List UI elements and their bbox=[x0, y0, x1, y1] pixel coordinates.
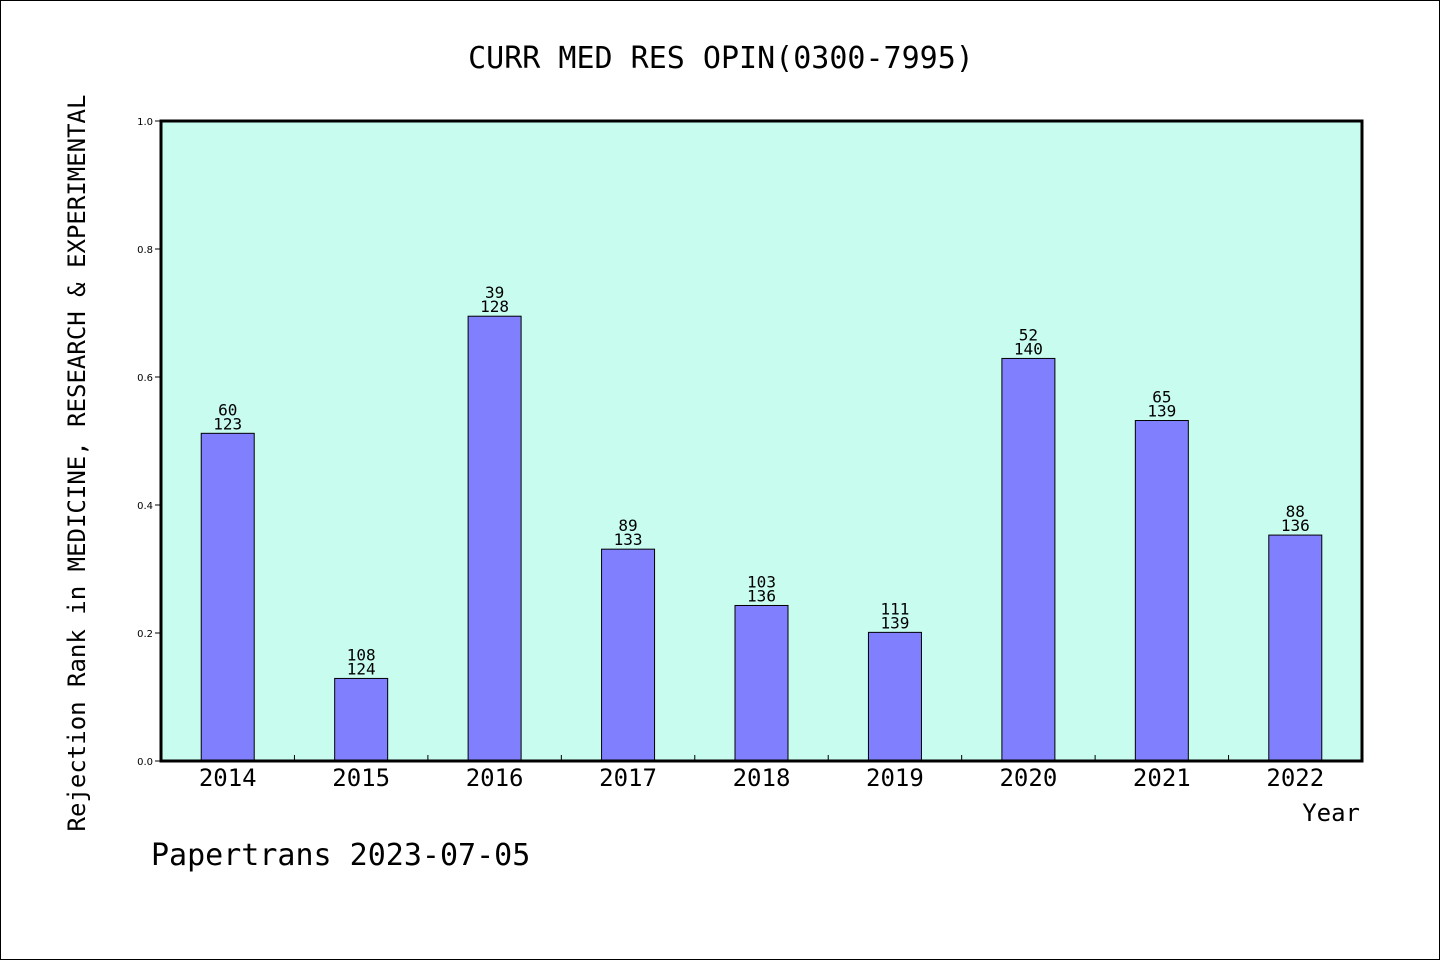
y-axis-ticks: 0.0 0.2 0.4 0.6 0.8 1.0 bbox=[137, 117, 161, 768]
bar-total-label: 139 bbox=[880, 613, 909, 632]
footer-credit: Papertrans 2023-07-05 bbox=[151, 838, 530, 873]
bar-rank-label: 39 bbox=[485, 283, 504, 302]
bar-rank-label: 52 bbox=[1019, 325, 1038, 344]
y-axis-label: Rejection Rank in MEDICINE, RESEARCH & E… bbox=[63, 95, 91, 832]
y-tick-label: 1.0 bbox=[137, 117, 153, 128]
x-tick-label: 2018 bbox=[733, 764, 791, 792]
bar-rank-label: 108 bbox=[347, 645, 376, 664]
x-tick-label: 2020 bbox=[999, 764, 1057, 792]
x-tick-label: 2016 bbox=[466, 764, 524, 792]
x-tick-label: 2019 bbox=[866, 764, 924, 792]
bar-2015 bbox=[334, 677, 389, 762]
bar-rank-label: 60 bbox=[218, 400, 237, 419]
x-tick-label: 2015 bbox=[332, 764, 390, 792]
bar-rank-label: 111 bbox=[880, 599, 909, 618]
bar-rank-label: 88 bbox=[1286, 502, 1305, 521]
bar-2019 bbox=[867, 631, 922, 762]
bar-2022 bbox=[1268, 534, 1323, 762]
x-tick-label: 2021 bbox=[1133, 764, 1191, 792]
bar-2021 bbox=[1134, 420, 1189, 762]
y-tick-label: 0.8 bbox=[137, 245, 153, 256]
bar-2014 bbox=[200, 432, 255, 762]
bar-total-label: 136 bbox=[747, 586, 776, 605]
bar-rank-label: 65 bbox=[1152, 388, 1171, 407]
x-axis-label: Year bbox=[1302, 799, 1360, 827]
bar-2017 bbox=[601, 548, 656, 762]
bar-total-label: 140 bbox=[1014, 339, 1043, 358]
y-tick-label: 0.4 bbox=[137, 501, 153, 512]
bar-2016 bbox=[467, 315, 522, 762]
x-tick-label: 2022 bbox=[1266, 764, 1324, 792]
bar-total-label: 123 bbox=[213, 414, 242, 433]
bar-total-label: 136 bbox=[1281, 516, 1310, 535]
x-axis-ticks: 2014 2015 2016 2017 2018 2019 2020 2021 2022 bbox=[199, 755, 1324, 792]
bar-total-label: 139 bbox=[1147, 402, 1176, 421]
plot-border bbox=[159, 119, 1364, 763]
y-tick-label: 0.2 bbox=[137, 629, 153, 640]
x-tick-label: 2017 bbox=[599, 764, 657, 792]
chart-title: CURR MED RES OPIN(0300-7995) bbox=[468, 41, 974, 76]
bar-total-label: 128 bbox=[480, 297, 509, 316]
bars-group: 6012310812439128891331031361111395214065… bbox=[200, 283, 1323, 762]
bar-2018 bbox=[734, 604, 789, 762]
bar-2020 bbox=[1001, 357, 1056, 762]
bar-rank-label: 103 bbox=[747, 572, 776, 591]
y-tick-label: 0.0 bbox=[137, 757, 153, 768]
bar-total-label: 133 bbox=[614, 530, 643, 549]
bar-rank-label: 89 bbox=[618, 516, 637, 535]
x-tick-label: 2014 bbox=[199, 764, 257, 792]
bar-total-label: 124 bbox=[347, 659, 376, 678]
y-tick-label: 0.6 bbox=[137, 373, 153, 384]
